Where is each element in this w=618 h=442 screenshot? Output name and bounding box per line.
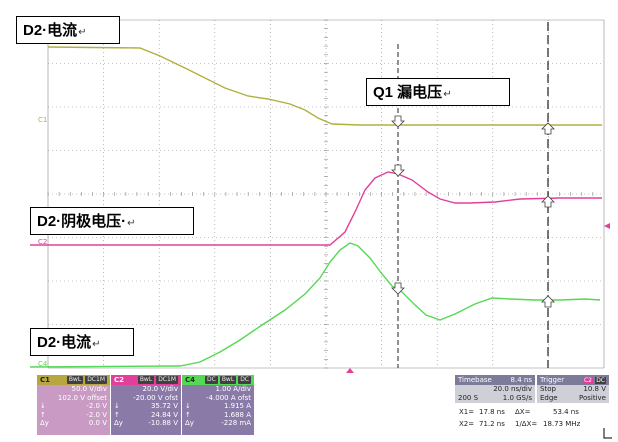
c4-cursor-1-value: 1.915 A [223, 402, 251, 411]
c4-row-2: ↓ 1.915 A [185, 402, 251, 411]
c1-row-4: Δy 0.0 V [40, 419, 107, 428]
trigger-title: Trigger [540, 376, 565, 384]
label-d2-current-bottom-text: D2·电流 [37, 334, 92, 351]
trigger-source-chip: C2 [582, 377, 593, 384]
c1-delta-y: 0.0 V [88, 419, 107, 428]
c4-ground-tag: C4 [38, 360, 48, 368]
c2-vdiv: 20.0 V/div [142, 385, 179, 393]
trigger-slope: Positive [579, 394, 606, 402]
c1-row-2: ↓ -2.0 V [40, 402, 107, 411]
return-mark-icon: ↵ [443, 89, 452, 100]
c2-row-3: ↑ 24.84 V [114, 410, 178, 419]
c1-row-0: 50.0 V/div [37, 385, 110, 394]
timebase-panel[interactable]: Timebase 8.4 ns 20.0 ns/div 200 S 1.0 GS/… [455, 375, 535, 405]
trigger-position-marker[interactable] [346, 368, 354, 373]
c1-panel-header: C1 BwL DC1M [37, 375, 110, 385]
c1-trace [47, 46, 602, 126]
c1-row-3: ↑ -2.0 V [40, 410, 107, 419]
c4-trace [29, 242, 601, 368]
x1-label: X1= [459, 408, 475, 416]
c1-cursor-2-value: -2.0 V [86, 410, 107, 419]
timebase-header: Timebase 8.4 ns [455, 375, 535, 385]
c4-coupling-chip: DC [238, 376, 251, 384]
label-d2-current-top: D2·电流↵ [16, 16, 120, 44]
label-d2-cathode-voltage-text: D2·阴极电压· [37, 213, 127, 230]
c4-row-0: 1.00 A/div [182, 385, 254, 394]
trigger-header: Trigger C2 DC [537, 375, 609, 385]
c1-bwl-chip: BwL [66, 376, 84, 384]
timebase-samples: 200 S [458, 394, 479, 402]
label-d2-current-top-text: D2·电流 [23, 22, 78, 39]
c2-row-0: 20.0 V/div [111, 385, 181, 394]
c2-cursor-1-value: 35.72 V [150, 402, 178, 411]
c4-dc-chip: DC [205, 376, 218, 384]
trigger-level: 10.8 V [583, 385, 606, 393]
c2-row-2: ↓ 35.72 V [114, 402, 178, 411]
cursor-measurements: X1= 17.8 ns ΔX= 53.4 ns X2= 71.2 ns 1/ΔX… [455, 406, 615, 432]
timebase-time-per-div: 20.0 ns/div [493, 385, 532, 393]
x2-label: X2= [459, 420, 475, 428]
c4-offset: -4.000 A ofst [206, 393, 251, 402]
c2-cursor-2-value: 24.84 V [150, 410, 178, 419]
c4-delta-y: -228 mA [221, 419, 251, 428]
x2-value: 71.2 ns [479, 420, 505, 428]
inverse-delta-x-label: 1/ΔX= [515, 420, 538, 428]
c2-delta-y: -10.88 V [148, 419, 178, 428]
c2-ground-tag: C2 [38, 238, 48, 246]
delta-x-label: ΔX= [515, 408, 531, 416]
c1-vdiv: 50.0 V/div [71, 385, 108, 393]
c4-panel-header: C4 DC BwL DC [182, 375, 254, 385]
c1-offset: 102.0 V offset [57, 393, 107, 402]
timebase-row-1: 200 S 1.0 GS/s [455, 394, 535, 403]
timebase-title: Timebase [458, 376, 492, 384]
c2-bwl-chip: BwL [137, 376, 155, 384]
c2-panel-header: C2 BwL DC1M [111, 375, 181, 385]
timebase-sample-rate: 1.0 GS/s [502, 394, 532, 402]
graticule-grid [47, 19, 605, 369]
cursor-arrow-markers [391, 115, 555, 308]
timebase-row-0: 20.0 ns/div [455, 385, 535, 394]
c4-row-4: Δy -228 mA [185, 419, 251, 428]
delta-x-value: 53.4 ns [553, 408, 579, 416]
return-mark-icon: ↵ [127, 218, 136, 229]
c2-row-4: Δy -10.88 V [114, 419, 178, 428]
trigger-coupling-chip: DC [595, 377, 606, 384]
c2-row-1: -20.00 V ofst [111, 394, 181, 403]
label-q1-drain-voltage-text: Q1 漏电压 [373, 84, 443, 101]
c4-bwl-chip: BwL [219, 376, 237, 384]
c1-channel-panel[interactable]: C1 BwL DC1M 50.0 V/div 102.0 V offset ↓ -… [37, 375, 110, 435]
c4-row-3: ↑ 1.688 A [185, 410, 251, 419]
c2-channel-panel[interactable]: C2 BwL DC1M 20.0 V/div -20.00 V ofst ↓ 35… [111, 375, 181, 435]
c1-row-1: 102.0 V offset [37, 394, 110, 403]
c1-ground-tag: C1 [38, 116, 48, 124]
c4-adiv: 1.00 A/div [215, 385, 252, 393]
x1-value: 17.8 ns [479, 408, 505, 416]
trigger-panel[interactable]: Trigger C2 DC Stop 10.8 V Edge Positive [537, 375, 609, 405]
label-d2-current-bottom: D2·电流↵ [30, 328, 134, 356]
timebase-delay: 8.4 ns [510, 376, 532, 384]
c2-coupling-chip: DC1M [156, 376, 178, 384]
return-mark-icon: ↵ [78, 27, 87, 38]
c1-cursor-1-value: -2.0 V [86, 402, 107, 411]
trigger-row-1: Edge Positive [537, 394, 609, 403]
c2-panel-name: C2 [114, 376, 125, 384]
return-mark-icon: ↵ [92, 339, 101, 350]
trigger-row-0: Stop 10.8 V [537, 385, 609, 394]
trigger-level-marker[interactable] [604, 223, 610, 229]
c2-offset: -20.00 V ofst [133, 393, 178, 402]
mouse-cursor-icon [603, 428, 612, 439]
label-q1-drain-voltage: Q1 漏电压↵ [366, 78, 510, 106]
label-d2-cathode-voltage: D2·阴极电压·↵ [30, 207, 194, 235]
c1-coupling-chip: DC1M [85, 376, 107, 384]
trigger-mode: Stop [540, 385, 556, 393]
c4-row-1: -4.000 A ofst [182, 394, 254, 403]
inverse-delta-x-value: 18.73 MHz [543, 420, 581, 428]
c4-channel-panel[interactable]: C4 DC BwL DC 1.00 A/div -4.000 A ofst ↓ 1… [182, 375, 254, 435]
c4-cursor-2-value: 1.688 A [223, 410, 251, 419]
trigger-type: Edge [540, 394, 558, 402]
c4-panel-name: C4 [185, 376, 196, 384]
c1-panel-name: C1 [40, 376, 51, 384]
